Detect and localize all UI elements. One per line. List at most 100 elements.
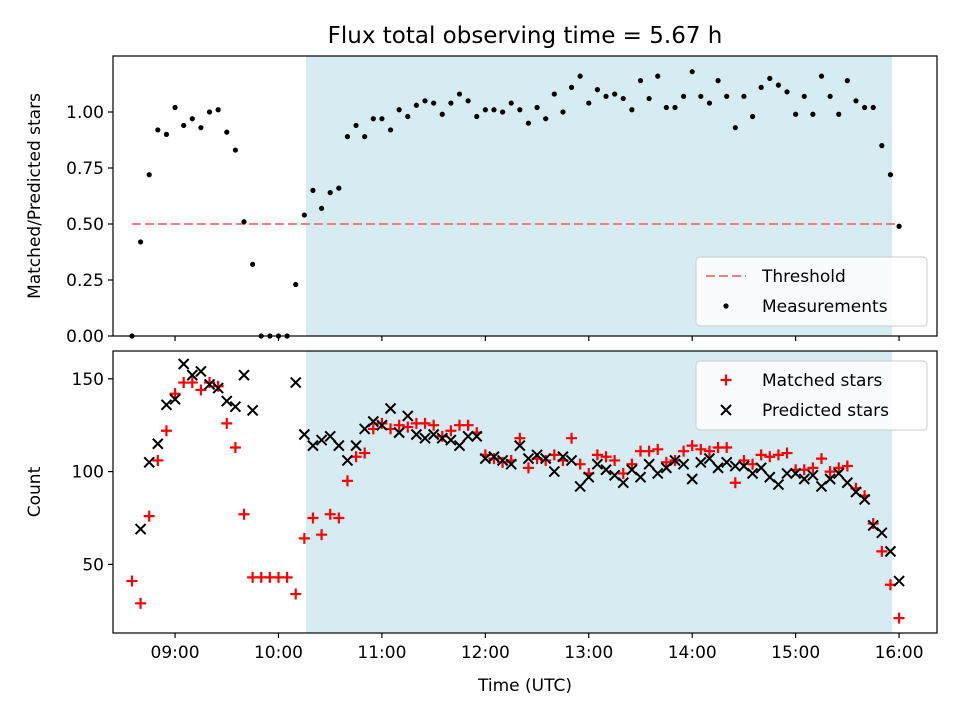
measurement-point xyxy=(387,127,394,133)
predicted-point xyxy=(807,469,819,482)
predicted-point xyxy=(350,439,362,452)
y-axis-label: Matched/Predicted stars xyxy=(25,93,45,299)
predicted-point xyxy=(841,477,854,489)
matched-point xyxy=(600,451,612,463)
matched-point xyxy=(143,510,155,522)
measurement-point xyxy=(336,185,342,191)
measurement-point xyxy=(879,143,885,149)
matched-point xyxy=(841,460,853,472)
measurement-point xyxy=(508,100,514,106)
matched-point xyxy=(376,417,388,429)
predicted-point xyxy=(522,452,535,465)
predicted-point xyxy=(376,419,388,431)
matched-point xyxy=(238,508,250,520)
measurement-point xyxy=(568,84,575,90)
predicted-point xyxy=(755,462,767,474)
legend-label: Threshold xyxy=(761,267,846,287)
matched-point xyxy=(867,518,879,530)
measurement-point xyxy=(172,104,178,111)
measurement-point xyxy=(603,93,609,99)
measurement-point xyxy=(301,212,307,218)
y-tick-label: 0.75 xyxy=(66,159,104,179)
measurement-point xyxy=(655,73,661,79)
legend-matched-swatch xyxy=(720,374,732,386)
measurement-point xyxy=(715,78,721,84)
predicted-point xyxy=(221,395,233,407)
predicted-point xyxy=(833,467,845,480)
predicted-point xyxy=(583,471,595,483)
measurement-point xyxy=(844,78,850,84)
predicted-point xyxy=(315,434,328,446)
measurement-point xyxy=(870,104,876,111)
measurement-point xyxy=(594,87,601,93)
predicted-point xyxy=(746,467,759,480)
predicted-point xyxy=(445,434,457,446)
predicted-point xyxy=(548,465,561,478)
x-tick-label: 09:00 xyxy=(151,643,200,663)
measurement-point xyxy=(525,120,532,126)
measurement-point xyxy=(861,104,868,111)
x-tick-label: 12:00 xyxy=(461,643,510,663)
predicted-point xyxy=(298,428,311,441)
measurement-point xyxy=(491,107,497,113)
matched-point xyxy=(626,458,638,470)
matched-point xyxy=(160,425,172,437)
measurement-point xyxy=(741,93,747,99)
figure-title: Flux total observing time = 5.67 h xyxy=(328,23,723,49)
measurement-point xyxy=(405,113,411,120)
matched-point xyxy=(169,388,181,400)
measurement-point xyxy=(534,104,540,111)
measurement-point xyxy=(767,75,773,81)
measurement-point xyxy=(215,107,221,113)
matched-point xyxy=(359,447,371,459)
measurement-point xyxy=(793,111,799,117)
predicted-point xyxy=(410,428,423,441)
matched-point xyxy=(772,449,784,461)
measurement-point xyxy=(543,116,549,122)
matched-point xyxy=(488,453,500,465)
matched-point xyxy=(428,419,440,431)
y-tick-label: 0.25 xyxy=(66,271,104,291)
measurement-point xyxy=(818,73,825,79)
predicted-point xyxy=(652,467,664,480)
measurement-point xyxy=(232,147,238,153)
matched-point xyxy=(703,445,715,457)
matched-point xyxy=(152,454,164,466)
predicted-point xyxy=(557,451,569,463)
measurement-point xyxy=(137,239,144,245)
measurement-point xyxy=(181,122,187,129)
predicted-point xyxy=(729,460,742,472)
measurement-point xyxy=(146,172,152,178)
matched-point xyxy=(678,445,690,457)
predicted-point xyxy=(246,404,259,417)
predicted-point xyxy=(539,452,552,465)
measurement-point xyxy=(456,91,463,97)
legend: Threshold Measurements xyxy=(695,256,928,327)
matched-point xyxy=(755,449,767,461)
predicted-point xyxy=(565,454,578,467)
predicted-point xyxy=(789,467,802,480)
matched-point xyxy=(566,432,578,444)
matched-point xyxy=(393,419,405,431)
measurement-point xyxy=(784,89,790,95)
measurement-point xyxy=(724,93,730,99)
matched-point xyxy=(497,456,509,468)
predicted-point xyxy=(669,454,681,467)
measurement-point xyxy=(749,113,756,120)
axes-frame xyxy=(112,350,938,634)
measurement-point xyxy=(379,116,385,122)
measurement-point xyxy=(499,109,506,115)
measurement-point xyxy=(680,93,687,99)
predicted-point xyxy=(574,480,586,493)
x-tick-label: 13:00 xyxy=(564,643,613,663)
predicted-point xyxy=(134,523,147,535)
axes-frame xyxy=(112,55,938,337)
matched-point xyxy=(738,454,750,466)
measurement-point xyxy=(370,116,376,122)
predicted-point xyxy=(393,426,405,439)
predicted-point xyxy=(229,400,242,413)
predicted-point xyxy=(307,439,319,452)
legend-label: Matched stars xyxy=(762,371,882,391)
top-panel: 0.00 0.25 0.50 0.75 1.00 Matched/Predicted st… xyxy=(25,55,938,347)
matched-point xyxy=(462,419,474,431)
